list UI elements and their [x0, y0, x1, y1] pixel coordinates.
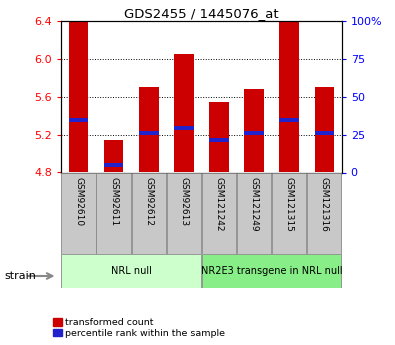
Bar	[272, 172, 307, 254]
Bar	[209, 102, 229, 172]
Bar	[167, 172, 201, 254]
Bar	[307, 172, 342, 254]
Bar	[314, 130, 334, 135]
Legend: transformed count, percentile rank within the sample: transformed count, percentile rank withi…	[52, 317, 226, 338]
Text: GSM121316: GSM121316	[320, 177, 329, 231]
Bar	[132, 172, 166, 254]
Bar	[209, 138, 229, 142]
Text: GSM121249: GSM121249	[250, 177, 259, 231]
Bar	[237, 172, 271, 254]
Bar	[69, 21, 88, 172]
Text: GSM121242: GSM121242	[214, 177, 224, 231]
Bar	[139, 87, 158, 172]
Bar	[139, 130, 158, 135]
Bar	[61, 172, 96, 254]
Title: GDS2455 / 1445076_at: GDS2455 / 1445076_at	[124, 7, 279, 20]
Bar	[174, 54, 194, 172]
Bar	[245, 130, 264, 135]
Bar	[245, 89, 264, 172]
Text: GSM92612: GSM92612	[144, 177, 153, 226]
Bar	[104, 163, 124, 167]
Text: NR2E3 transgene in NRL null: NR2E3 transgene in NRL null	[201, 266, 342, 276]
Bar	[69, 118, 88, 122]
Text: strain: strain	[4, 271, 36, 281]
Text: GSM92611: GSM92611	[109, 177, 118, 226]
Text: GSM92610: GSM92610	[74, 177, 83, 226]
Bar	[96, 172, 131, 254]
Text: NRL null: NRL null	[111, 266, 152, 276]
Text: GSM121315: GSM121315	[284, 177, 293, 231]
Bar	[279, 118, 299, 122]
Bar	[61, 254, 201, 288]
Text: GSM92613: GSM92613	[179, 177, 188, 226]
Bar	[104, 140, 124, 172]
Bar	[201, 254, 342, 288]
Bar	[201, 172, 236, 254]
Bar	[279, 21, 299, 172]
Bar	[314, 87, 334, 172]
Bar	[174, 126, 194, 130]
